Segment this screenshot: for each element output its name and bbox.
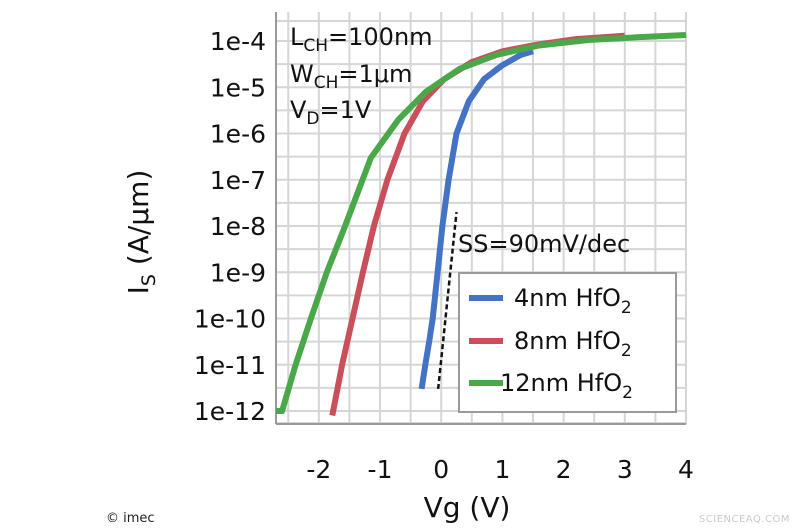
legend-label-8nm: 8nm HfO2 — [514, 327, 632, 361]
condition-drain-voltage: VD=1V — [290, 96, 372, 129]
y-tick-label: 1e-12 — [194, 397, 266, 426]
credit-text: © imec — [106, 511, 155, 526]
ss-label: SS=90mV/dec — [458, 230, 630, 258]
condition-channel-length: LCH=100nm — [290, 23, 433, 56]
x-tick-label: -1 — [368, 455, 393, 484]
x-axis-title: Vg (V) — [424, 491, 511, 524]
y-tick-label: 1e-11 — [194, 351, 266, 380]
y-tick-label: 1e-4 — [210, 27, 266, 56]
x-tick-label: 4 — [678, 455, 694, 484]
ss-annotation: SS=90mV/dec — [436, 211, 630, 390]
series-line-1 — [418, 48, 534, 390]
axes: -2 -1 0 1 2 3 4 1e-12 1e-11 1e-10 1e-9 1e-8 1e-7 1e-6… — [194, 12, 694, 484]
x-tick-label: 1 — [494, 455, 510, 484]
legend: 4nm HfO2 8nm HfO2 12nm HfO2 — [458, 272, 677, 413]
legend-label-12nm: 12nm HfO2 — [500, 369, 633, 403]
conditions-text: LCH=100nm WCH=1μm VD=1V — [290, 23, 433, 129]
x-tick-label: 0 — [433, 455, 449, 484]
series-line-3 — [276, 32, 687, 414]
ss-slope-line — [436, 211, 458, 390]
y-axis-title: IS (A/μm) — [122, 170, 160, 295]
y-tick-label: 1e-10 — [194, 305, 266, 334]
legend-label-4nm: 4nm HfO2 — [514, 284, 632, 318]
y-tick-label: 1e-6 — [210, 120, 266, 149]
y-tick-label: 1e-7 — [210, 166, 266, 195]
x-tick-label: 2 — [556, 455, 572, 484]
condition-channel-width: WCH=1μm — [290, 60, 412, 93]
watermark-text: SCIENCEAQ.COM — [698, 514, 790, 525]
y-tick-label: 1e-9 — [210, 258, 266, 287]
y-tick-label: 1e-5 — [210, 73, 266, 102]
x-tick-label: -2 — [306, 455, 331, 484]
y-tick-label: 1e-8 — [210, 212, 266, 241]
x-tick-label: 3 — [617, 455, 633, 484]
series-lines — [276, 32, 687, 417]
